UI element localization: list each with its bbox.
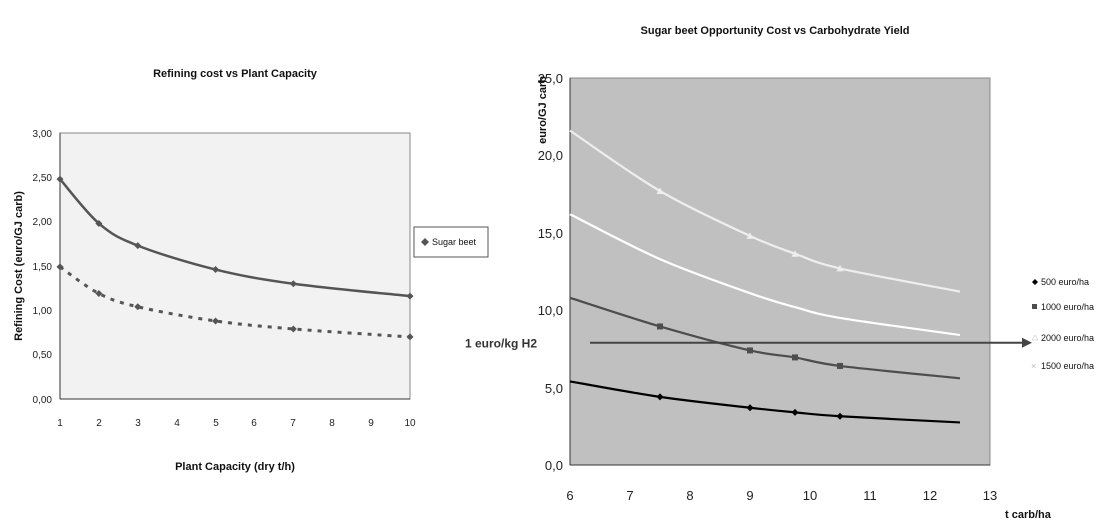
series-line-4 [569,213,961,337]
chart2-legend-label: 1500 euro/ha [1041,361,1094,371]
chart2-x-tick: 13 [983,488,997,503]
chart1-x-tick: 8 [329,418,335,429]
data-point [837,362,843,369]
chart2-x-tick: 11 [863,488,877,503]
chart2-legend: 500 euro/ha 1000 euro/ha 2000 euro/ha × … [1031,277,1094,371]
chart2-y-tick: 5,0 [545,381,563,396]
data-point [836,412,844,420]
data-point [212,317,220,325]
chart1-x-tick: 1 [57,418,63,429]
chart2-x-tick: 6 [566,488,573,503]
chart2-x-tick: 12 [923,488,937,503]
data-point [656,187,664,195]
data-point [95,289,103,297]
chart2-x-ticks: 6 7 8 9 10 11 12 13 [566,488,997,503]
chart2-x-tick: 8 [686,488,693,503]
chart1-x-tick: 3 [135,418,141,429]
opportunity-cost-chart: Sugar beet Opportunity Cost vs Carbohydr… [465,25,1094,521]
arrow-right-icon [1022,337,1032,348]
data-point [747,347,753,354]
chart2-x-tick: 9 [746,488,753,503]
chart1-y-axis-label: Refining Cost (euro/GJ carb) [13,191,25,341]
data-point [746,232,754,239]
chart2-legend-label: 500 euro/ha [1041,277,1089,287]
data-point [406,292,414,300]
series-line-3 [569,129,961,293]
series-line-2 [569,296,961,380]
chart1-x-tick: 2 [96,418,102,429]
chart2-legend-label: 2000 euro/ha [1041,333,1094,343]
chart2-x-tick: 7 [626,488,633,503]
chart1-x-ticks: 1 2 3 4 5 6 7 8 9 10 [57,418,416,429]
chart2-plot-area [569,77,991,466]
data-point [656,393,664,401]
chart1-legend-marker-icon [421,238,429,246]
annotation-label: 1 euro/kg H2 [465,337,537,351]
chart1-plot-area [59,132,411,400]
chart2-x-tick: 10 [803,488,817,503]
chart2-y-tick: 25,0 [538,71,563,86]
data-point [212,266,220,274]
chart1-x-tick: 4 [174,418,180,429]
data-point [289,280,297,288]
chart1-title: Refining cost vs Plant Capacity [153,68,318,80]
legend-triangle-icon [1031,334,1039,341]
data-point [746,404,754,412]
chart2-x-axis-label: t carb/ha [1005,509,1052,521]
legend-diamond-icon [1032,279,1038,285]
chart1-x-tick: 5 [213,418,219,429]
data-point [56,175,64,183]
data-point [56,263,64,271]
chart1-x-tick: 9 [368,418,374,429]
chart2-series [569,129,961,424]
chart2-y-ticks: 0,0 5,0 10,0 15,0 20,0 25,0 [538,71,563,473]
legend-square-icon [1032,304,1037,309]
chart2-y-tick: 15,0 [538,226,563,241]
h2-cost-annotation: 1 euro/kg H2 [465,337,1032,351]
chart2-y-tick: 20,0 [538,148,563,163]
chart1-x-tick: 6 [251,418,257,429]
chart2-y-tick: 10,0 [538,303,563,318]
chart1-y-tick: 2,00 [33,217,53,228]
data-point [836,264,844,272]
data-point [406,333,414,341]
data-point [95,219,103,227]
chart2-y-tick: 0,0 [545,458,563,473]
chart1-y-tick: 2,50 [33,173,53,184]
chart2-legend-label: 1000 euro/ha [1041,302,1094,312]
data-point [289,325,297,333]
chart1-y-tick: 3,00 [33,129,53,140]
data-point [134,242,142,250]
data-point [791,250,799,257]
data-point [134,303,142,311]
chart1-y-tick: 0,00 [33,395,53,406]
chart1-y-tick: 0,50 [33,350,53,361]
chart1-x-axis-label: Plant Capacity (dry t/h) [175,461,295,473]
chart2-title: Sugar beet Opportunity Cost vs Carbohydr… [641,25,910,37]
chart1-x-tick: 7 [290,418,296,429]
series-line-1 [569,380,961,424]
chart1-y-tick: 1,50 [33,262,53,273]
data-point [792,354,798,361]
chart2-y-axis-label: euro/GJ carb [537,76,549,144]
data-point [791,408,799,416]
refining-cost-chart: Refining cost vs Plant Capacity 0,00 0,5… [13,68,489,473]
chart1-x-tick: 10 [404,418,416,429]
chart1-y-ticks: 0,00 0,50 1,00 1,50 2,00 2,50 3,00 [33,129,53,406]
legend-x-icon: × [1031,361,1036,371]
data-point [657,323,663,330]
chart1-legend-label: Sugar beet [432,237,477,247]
chart1-series [56,175,414,341]
chart1-y-tick: 1,00 [33,306,53,317]
